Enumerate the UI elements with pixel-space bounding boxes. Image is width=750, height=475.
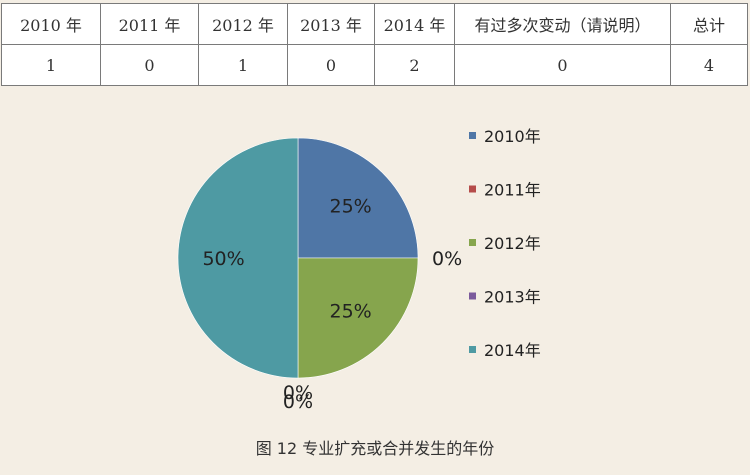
value-cell: 0: [454, 44, 671, 86]
pie-slice-2010年: [297, 137, 419, 259]
legend-label: 2013年: [484, 288, 541, 307]
pie-data-label: 0%: [283, 391, 313, 413]
pie-data-label: 25%: [329, 301, 371, 323]
legend-label: 2011年: [484, 181, 541, 200]
pie-data-label: 0%: [432, 248, 462, 270]
header-cell: 2012 年: [198, 3, 288, 45]
pie-slice-2012年: [297, 257, 419, 379]
value-cell: 1: [1, 44, 101, 86]
legend-swatch: [469, 185, 476, 193]
value-cell: 0: [287, 44, 375, 86]
legend-swatch: [469, 239, 476, 246]
value-cell: 4: [670, 44, 748, 86]
pie-data-label: 0%: [283, 382, 313, 404]
legend-swatch: [469, 346, 476, 353]
legend-label: 2012年: [484, 234, 541, 253]
value-cell: 1: [198, 44, 288, 86]
chart-area: 25% 0% 25% 0% 50% 0% 2010年 2011年 2012年 2013年 2014年: [0, 88, 750, 448]
header-cell: 2014 年: [374, 3, 455, 45]
legend-swatch: [469, 292, 476, 300]
header-cell: 有过多次变动（请说明）: [454, 3, 671, 45]
header-cell: 2010 年: [1, 3, 101, 45]
header-cell: 总计: [670, 3, 748, 45]
legend-swatch: [469, 132, 476, 139]
legend-label: 2010年: [484, 127, 541, 146]
legend-label: 2014年: [484, 341, 541, 360]
value-cell: 2: [374, 44, 455, 86]
header-cell: 2011 年: [100, 3, 199, 45]
pie-data-label: 25%: [329, 195, 371, 217]
header-cell: 2013 年: [287, 3, 375, 45]
value-cell: 0: [100, 44, 199, 86]
table-header-row: 2010 年 2011 年 2012 年 2013 年 2014 年 有过多次变…: [1, 3, 748, 45]
figure-caption: 图 12 专业扩充或合并发生的年份: [255, 439, 495, 458]
pie-slice-2014年: [177, 137, 299, 379]
pie-chart: 25% 0% 25% 0% 50% 0% 2010年 2011年 2012年 2013年 2014年: [177, 127, 541, 413]
summary-table: 2010 年 2011 年 2012 年 2013 年 2014 年 有过多次变…: [1, 3, 748, 86]
pie-data-label: 50%: [202, 248, 244, 270]
table-value-row: 1 0 1 0 2 0 4: [1, 44, 748, 86]
